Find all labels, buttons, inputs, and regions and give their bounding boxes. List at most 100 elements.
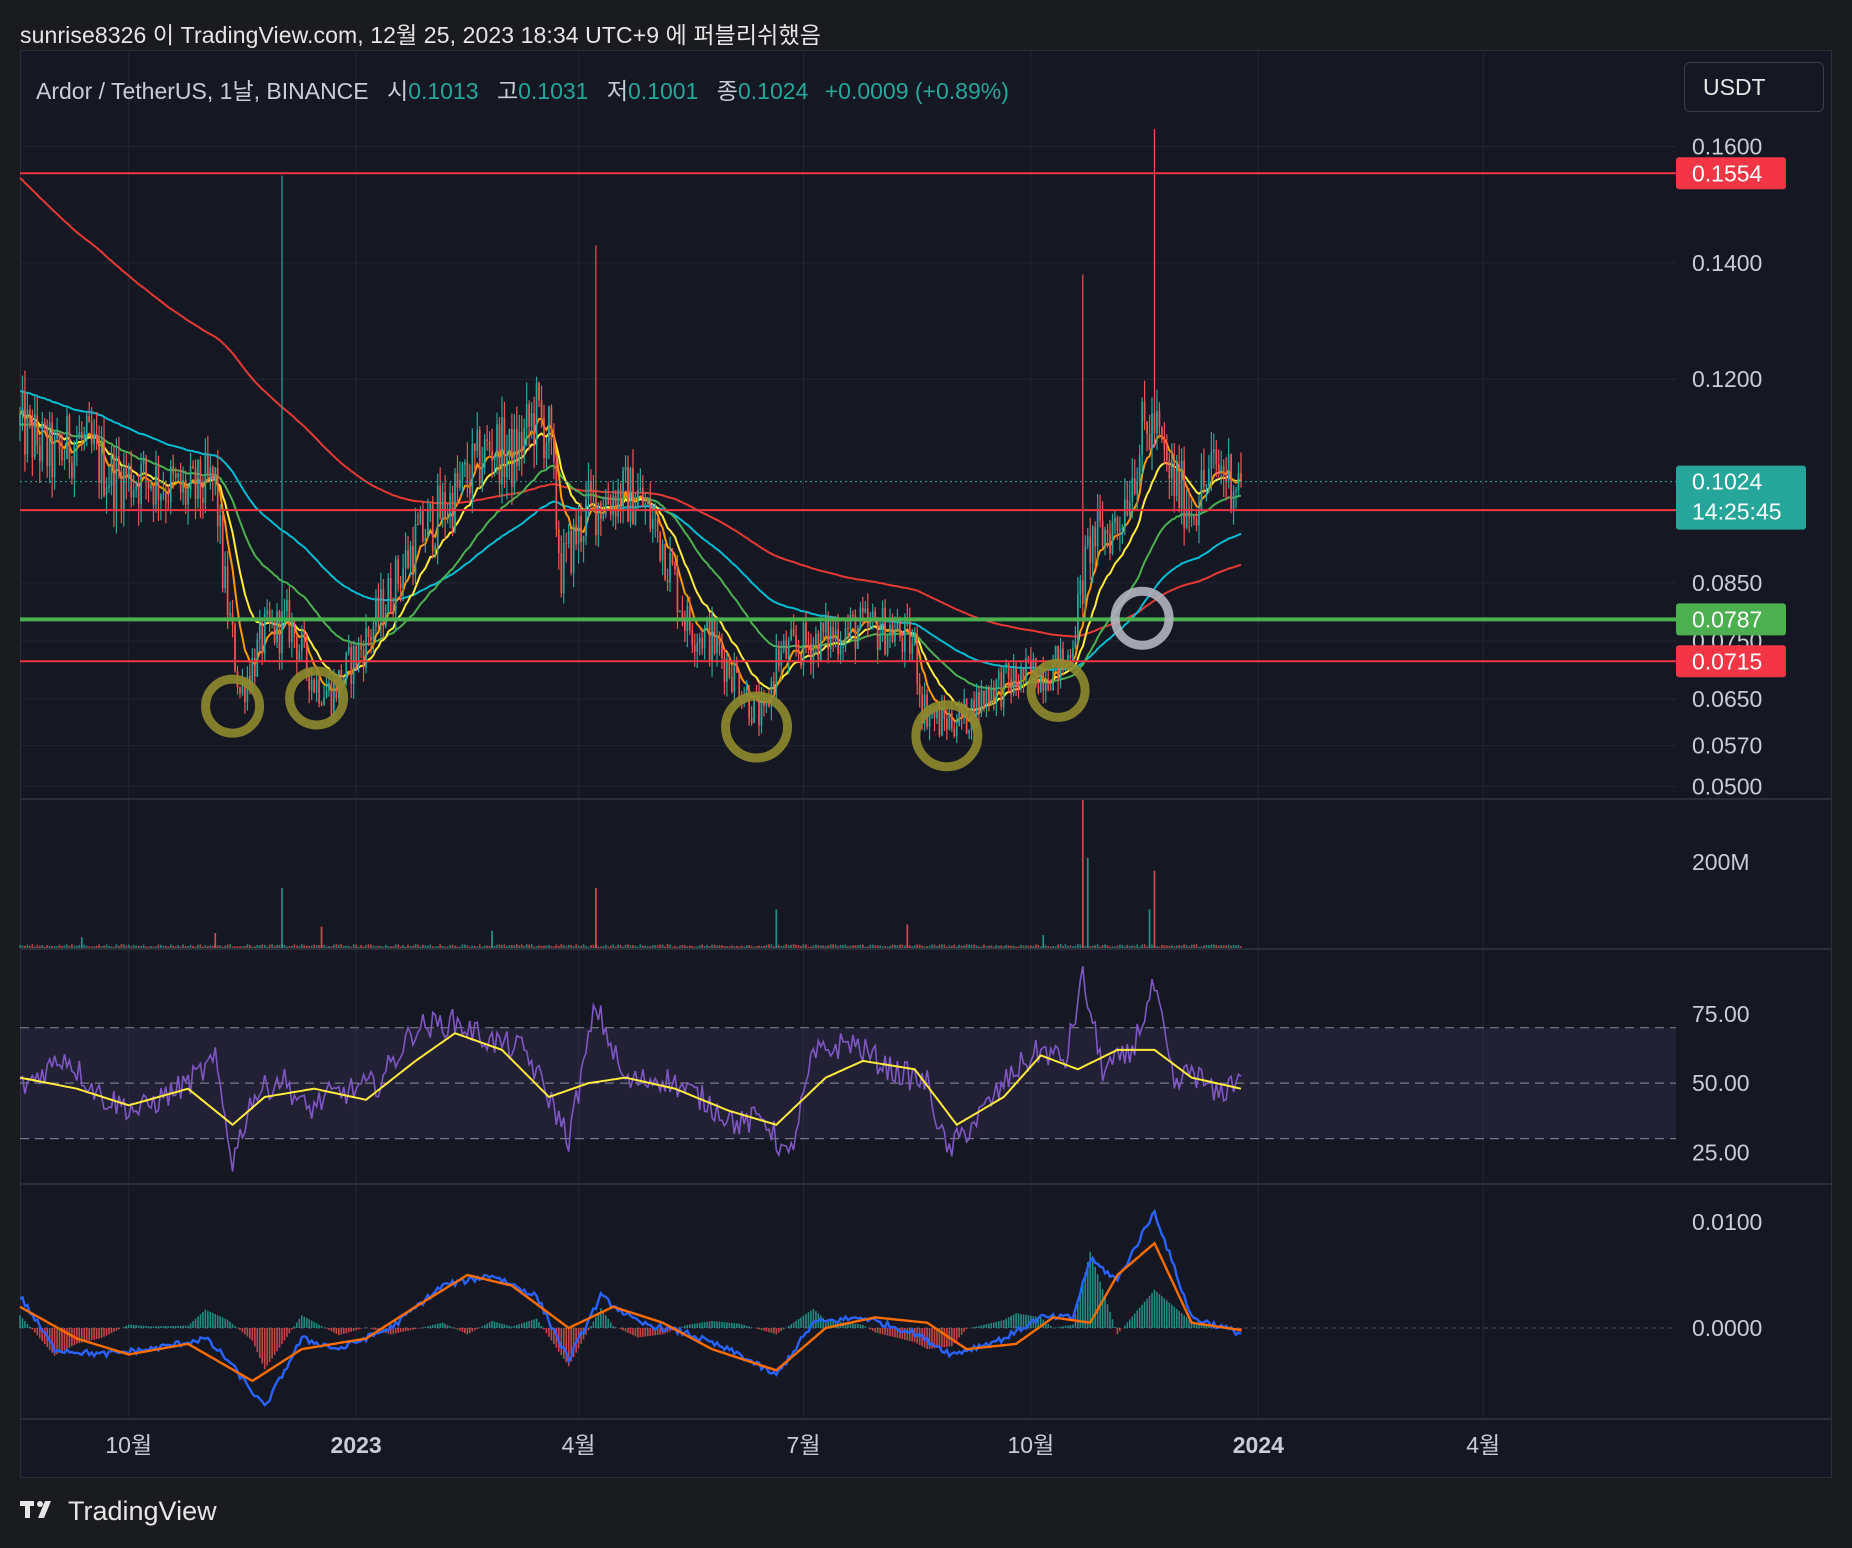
candle-443 <box>1114 509 1116 535</box>
volume-bar-492 <box>1235 945 1237 948</box>
candle-body <box>854 615 857 650</box>
volume-bar-215 <box>550 945 553 948</box>
volume-bar-422 <box>1062 946 1064 948</box>
volume-bar-353 <box>891 944 894 948</box>
candle-27 <box>85 411 88 447</box>
macd-hist-324 <box>820 1315 822 1328</box>
candle-body <box>1007 663 1010 679</box>
currency-button[interactable]: USDT <box>1684 62 1824 112</box>
volume-spike-1 <box>214 932 217 948</box>
volume-bar-121 <box>318 945 320 948</box>
macd-hist-224 <box>572 1327 575 1358</box>
macd-hist-128 <box>335 1327 338 1334</box>
price-axis[interactable]: 0.16000.14000.12000.08500.07500.06500.05… <box>1676 134 1806 1341</box>
candle-body <box>817 633 820 662</box>
volume-bar-291 <box>738 946 741 948</box>
candle-62 <box>172 454 175 489</box>
candle-body <box>481 467 484 484</box>
volume-bar-280 <box>711 944 713 948</box>
candle-174 <box>449 482 451 529</box>
macd-hist-395 <box>995 1321 998 1328</box>
volume-bar-64 <box>177 944 180 948</box>
macd-hist-77 <box>209 1311 212 1328</box>
candle-194 <box>498 417 501 497</box>
candle-body <box>155 466 157 505</box>
candle-body <box>1215 449 1218 464</box>
volume-bar-180 <box>464 944 466 948</box>
macd-hist-35 <box>105 1327 108 1336</box>
candle-body <box>357 645 360 666</box>
price-tick-label: 0.0850 <box>1692 570 1762 596</box>
candle-96 <box>256 632 259 678</box>
candle-body <box>1094 526 1097 547</box>
candle-body <box>827 616 830 650</box>
macd-hist-229 <box>585 1327 587 1335</box>
volume-bar-331 <box>837 946 839 948</box>
volume-bar-167 <box>431 946 434 948</box>
volume-bar-257 <box>654 945 657 948</box>
volume-bar-108 <box>286 946 288 948</box>
candle-10 <box>43 417 46 432</box>
macd-hist-449 <box>1128 1319 1131 1328</box>
volume-bar-104 <box>276 944 278 948</box>
volume-bar-293 <box>743 946 746 948</box>
candle-135 <box>352 640 355 699</box>
volume-bar-346 <box>874 945 877 948</box>
macd-hist-4 <box>29 1326 31 1328</box>
candle-body <box>113 454 115 512</box>
macd-hist-244 <box>622 1327 624 1331</box>
candle-250 <box>637 473 639 512</box>
candle-468 <box>1175 454 1178 502</box>
candle-83 <box>224 551 227 594</box>
candle-483 <box>1212 433 1215 469</box>
macd-hist-408 <box>1027 1315 1030 1328</box>
macd-hist-256 <box>651 1327 654 1336</box>
macd-hist-399 <box>1005 1318 1007 1328</box>
macd-hist-420 <box>1057 1327 1059 1328</box>
candle-body <box>367 628 370 638</box>
time-axis[interactable]: 10월 2023 4월 7월 10월 2024 4월 <box>105 1432 1500 1458</box>
volume-bar-267 <box>679 945 681 948</box>
volume-spike-11 <box>1153 870 1156 948</box>
macd-hist-325 <box>822 1317 825 1328</box>
volume-bar-173 <box>446 946 449 948</box>
volume-bar-488 <box>1225 945 1228 948</box>
candle-body <box>780 650 783 666</box>
footer-brand: TradingView <box>20 1496 217 1527</box>
volume-bar-250 <box>637 946 639 948</box>
macd-hist-106 <box>281 1327 283 1345</box>
macd-hist-130 <box>340 1327 343 1335</box>
volume-bar-299 <box>758 945 760 948</box>
candle-236 <box>602 496 605 522</box>
candle-360 <box>908 607 911 661</box>
candle-body <box>1047 681 1050 690</box>
macd-hist-180 <box>464 1327 466 1334</box>
volume-bar-266 <box>676 946 679 948</box>
candle-75 <box>204 438 207 514</box>
candle-272 <box>691 623 694 653</box>
candle-body <box>206 455 209 476</box>
macd-hist-431 <box>1084 1272 1087 1328</box>
candle-body <box>602 514 605 519</box>
candle-378 <box>953 721 956 738</box>
volume-bar-308 <box>780 946 783 948</box>
volume-bar-148 <box>384 944 387 948</box>
volume-bar-336 <box>849 945 852 948</box>
candle-251 <box>639 468 642 493</box>
candle-body <box>1096 508 1099 547</box>
candle-body <box>73 445 76 478</box>
candle-body <box>1005 663 1008 668</box>
candle-488 <box>1225 457 1228 500</box>
candle-body <box>51 422 53 478</box>
candle-329 <box>832 616 835 652</box>
volume-bar-54 <box>152 946 155 948</box>
macd-hist-371 <box>936 1327 938 1348</box>
macd-hist-386 <box>973 1327 975 1328</box>
macd-hist-422 <box>1062 1326 1064 1328</box>
volume-bar-484 <box>1215 945 1218 948</box>
volume-spike-0 <box>80 937 83 948</box>
volume-bar-63 <box>174 946 177 948</box>
volume-bar-14 <box>53 946 56 948</box>
volume-bar-98 <box>261 944 264 948</box>
